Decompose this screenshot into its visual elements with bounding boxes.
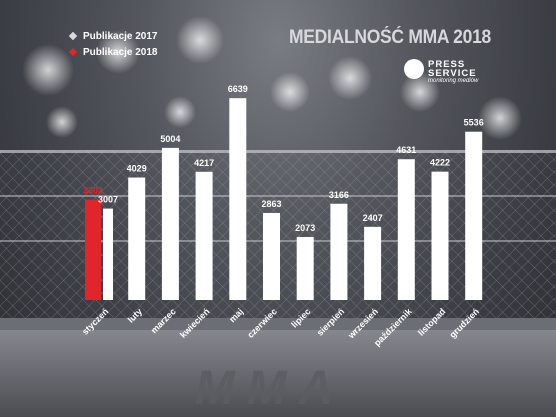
- legend-marker-2018: [68, 48, 78, 57]
- legend-marker-2017: [68, 32, 78, 41]
- value-label-2017-2: 5004: [160, 134, 180, 144]
- category-label-3: kwiecień: [178, 306, 212, 340]
- press-service-logo: PRESS SERVICE monitoring mediów: [404, 57, 494, 87]
- bars-group: [85, 98, 483, 300]
- category-label-10: listopad: [416, 306, 447, 337]
- bar-2017-10: [431, 171, 449, 300]
- bar-2017-2: [161, 147, 179, 300]
- bar-2017-6: [296, 236, 314, 300]
- category-label-6: lipiec: [289, 306, 312, 329]
- logo-tagline: monitoring mediów: [428, 78, 479, 84]
- legend-label-2018: Publikacje 2018: [83, 47, 158, 58]
- bar-2017-7: [330, 203, 348, 300]
- logo-mark-icon: [404, 59, 424, 79]
- category-label-0: styczeń: [80, 306, 110, 336]
- logo-line2: SERVICE: [428, 68, 477, 79]
- bar-2017-5: [263, 212, 280, 300]
- legend-label-2017: Publikacje 2017: [83, 31, 158, 42]
- category-label-8: wrzesień: [345, 306, 380, 341]
- category-label-11: grudzień: [448, 306, 482, 340]
- bar-2017-11: [465, 131, 483, 300]
- legend-item-2017: Publikacje 2017: [68, 31, 158, 42]
- legend-item-2018: Publikacje 2018: [68, 47, 158, 58]
- category-label-5: czerwiec: [245, 306, 279, 340]
- value-label-2017-4: 6639: [228, 84, 248, 94]
- value-label-2017-10: 4222: [430, 158, 450, 168]
- value-label-2018-0: 3302: [83, 186, 103, 196]
- value-label-2017-11: 5536: [464, 118, 484, 128]
- value-label-2017-5: 2863: [261, 199, 281, 209]
- value-label-2017-7: 3166: [329, 190, 349, 200]
- category-label-1: luty: [126, 306, 144, 324]
- arena-lights: [22, 16, 522, 140]
- bar-2017-9: [397, 159, 415, 300]
- value-label-2017-1: 4029: [127, 164, 147, 174]
- category-label-2: marzec: [149, 306, 178, 335]
- bar-2017-4: [229, 98, 247, 300]
- bar-2017-8: [364, 226, 382, 300]
- logo-line1: PRESS: [428, 59, 466, 70]
- category-label-7: sierpień: [315, 306, 346, 337]
- value-label-2017-3: 4217: [194, 158, 214, 168]
- chart-title: MEDIALNOŚĆ MMA 2018: [289, 27, 491, 48]
- value-label-2017-6: 2073: [295, 223, 315, 233]
- bar-2017-3: [195, 171, 213, 300]
- mma-watermark: MMA: [195, 362, 346, 415]
- bar-2017-1: [128, 177, 146, 300]
- value-label-2017-0: 3007: [98, 195, 118, 205]
- bar-2018-0: [85, 199, 101, 300]
- bar-2017-0: [103, 208, 113, 300]
- value-label-2017-8: 2407: [363, 213, 383, 223]
- category-label-4: maj: [227, 306, 245, 324]
- value-label-2017-9: 4631: [396, 145, 416, 155]
- category-labels-group: styczeń luty marzec kwiecień maj czerwiec lipi…: [80, 306, 481, 348]
